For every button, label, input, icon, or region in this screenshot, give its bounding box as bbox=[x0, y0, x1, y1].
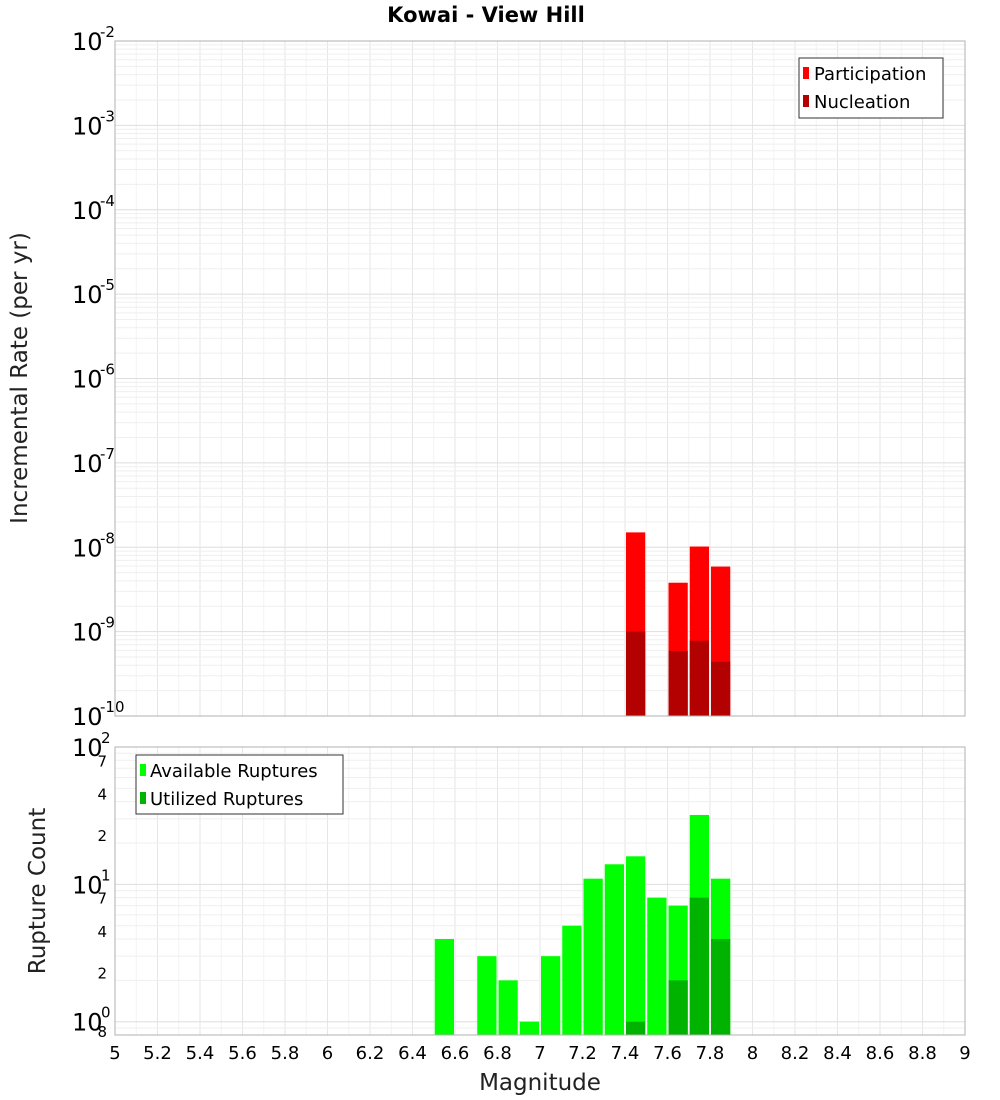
top-y-ticks: 10-210-310-410-510-610-710-810-910-10 bbox=[72, 23, 125, 731]
top-y-tick-base: 10 bbox=[72, 703, 103, 731]
top-y-tick-exponent: -2 bbox=[100, 23, 115, 41]
chart-title: Kowai - View Hill bbox=[387, 3, 585, 27]
bottom-y-tick-base: 10 bbox=[72, 734, 103, 762]
x-tick-label: 5.8 bbox=[271, 1043, 300, 1064]
bottom-bar-a bbox=[519, 1021, 539, 1035]
bottom-bar-a bbox=[583, 878, 603, 1035]
bottom-bar-b bbox=[689, 897, 709, 1035]
x-tick-label: 5.4 bbox=[186, 1043, 215, 1064]
bottom-bar-a bbox=[562, 925, 582, 1035]
legend-label-utilized: Utilized Ruptures bbox=[150, 789, 303, 810]
bottom-y-tick-base: 10 bbox=[72, 871, 103, 899]
bottom-y-minor-tick: 8 bbox=[97, 1023, 107, 1041]
bottom-bar-a bbox=[477, 956, 497, 1035]
top-bar-b bbox=[711, 661, 731, 716]
top-y-tick-exponent: -8 bbox=[100, 529, 115, 547]
bottom-y-minor-tick: 2 bbox=[97, 827, 107, 845]
top-y-tick-base: 10 bbox=[72, 619, 103, 647]
x-tick-label: 8.2 bbox=[781, 1043, 810, 1064]
top-y-tick-exponent: -6 bbox=[100, 361, 115, 379]
x-tick-label: 5.6 bbox=[228, 1043, 257, 1064]
bottom-y-minor-tick: 4 bbox=[97, 786, 107, 804]
legend-label-nucleation: Nucleation bbox=[814, 92, 910, 113]
bottom-y-tick-base: 10 bbox=[72, 1009, 103, 1037]
top-y-tick-exponent: -3 bbox=[100, 107, 115, 125]
legend-swatch-available bbox=[140, 764, 146, 776]
top-y-tick-exponent: -5 bbox=[100, 276, 115, 294]
x-tick-label: 5 bbox=[109, 1043, 120, 1064]
x-tick-label: 7.8 bbox=[696, 1043, 725, 1064]
x-ticks: 5 5.2 5.4 5.6 5.8 6 6.2 6.4 6.6 6.8 7 7.2 7.4 7.6 7.8 8… bbox=[109, 1043, 970, 1064]
bottom-bar-a bbox=[604, 864, 624, 1035]
top-y-tick-exponent: -10 bbox=[100, 698, 125, 716]
legend-label-available: Available Ruptures bbox=[150, 761, 318, 782]
bottom-bar-a bbox=[434, 939, 454, 1035]
x-tick-label: 8.8 bbox=[908, 1043, 937, 1064]
legend-swatch-nucleation bbox=[803, 95, 809, 107]
bottom-y-axis-label: Rupture Count bbox=[25, 808, 51, 974]
bottom-y-minor-tick: 4 bbox=[97, 923, 107, 941]
top-bars bbox=[626, 532, 731, 716]
top-y-tick-base: 10 bbox=[72, 450, 103, 478]
top-y-tick-base: 10 bbox=[72, 112, 103, 140]
x-tick-label: 8.4 bbox=[823, 1043, 852, 1064]
x-tick-label: 6.4 bbox=[398, 1043, 427, 1064]
x-axis-label: Magnitude bbox=[479, 1070, 601, 1096]
bottom-bar-a bbox=[647, 897, 667, 1035]
x-tick-label: 8.6 bbox=[866, 1043, 895, 1064]
x-tick-label: 5.2 bbox=[143, 1043, 172, 1064]
bottom-y-tick-exponent: 2 bbox=[101, 729, 111, 747]
top-y-tick-exponent: -7 bbox=[100, 445, 115, 463]
x-tick-label: 7 bbox=[534, 1043, 545, 1064]
bottom-bars bbox=[434, 814, 731, 1035]
x-tick-label: 7.4 bbox=[611, 1043, 640, 1064]
top-legend: Participation Nucleation bbox=[798, 57, 944, 119]
x-tick-label: 7.6 bbox=[653, 1043, 682, 1064]
bottom-legend: Available Ruptures Utilized Ruptures bbox=[135, 754, 344, 815]
top-y-tick-exponent: -9 bbox=[100, 614, 115, 632]
top-y-tick-base: 10 bbox=[72, 281, 103, 309]
bottom-plot-border bbox=[114, 746, 966, 1036]
x-tick-label: 9 bbox=[959, 1043, 970, 1064]
legend-swatch-participation bbox=[803, 67, 809, 79]
bottom-bar-a bbox=[626, 856, 646, 1035]
bottom-bar-a bbox=[541, 956, 561, 1035]
top-plot-border bbox=[114, 40, 966, 717]
bottom-bar-b bbox=[626, 1021, 646, 1035]
top-y-tick-base: 10 bbox=[72, 366, 103, 394]
top-y-tick-base: 10 bbox=[72, 28, 103, 56]
bottom-y-minor-tick: 2 bbox=[97, 964, 107, 982]
top-bar-b bbox=[668, 650, 688, 716]
x-tick-label: 8 bbox=[747, 1043, 758, 1064]
x-tick-label: 7.2 bbox=[568, 1043, 597, 1064]
bottom-bar-a bbox=[498, 980, 518, 1035]
bottom-y-tick-exponent: 1 bbox=[101, 866, 111, 884]
x-tick-label: 6.2 bbox=[356, 1043, 385, 1064]
top-bar-b bbox=[626, 631, 646, 716]
top-y-tick-base: 10 bbox=[72, 534, 103, 562]
bottom-y-tick-exponent: 0 bbox=[101, 1004, 111, 1022]
x-tick-label: 6 bbox=[322, 1043, 333, 1064]
top-plot-panel: 10-210-310-410-510-610-710-810-910-10 In… bbox=[7, 23, 966, 731]
top-y-tick-base: 10 bbox=[72, 197, 103, 225]
top-grid bbox=[114, 41, 966, 717]
top-y-axis-label: Incremental Rate (per yr) bbox=[7, 232, 33, 524]
top-bar-b bbox=[689, 640, 709, 716]
top-y-tick-exponent: -4 bbox=[100, 192, 115, 210]
legend-label-participation: Participation bbox=[814, 64, 926, 85]
bottom-bar-b bbox=[711, 939, 731, 1035]
bottom-y-minor-tick: 7 bbox=[97, 890, 107, 908]
bottom-y-minor-tick: 7 bbox=[97, 752, 107, 770]
x-tick-label: 6.6 bbox=[441, 1043, 470, 1064]
bottom-bar-b bbox=[668, 980, 688, 1035]
legend-swatch-utilized bbox=[140, 792, 146, 804]
x-tick-label: 6.8 bbox=[483, 1043, 512, 1064]
